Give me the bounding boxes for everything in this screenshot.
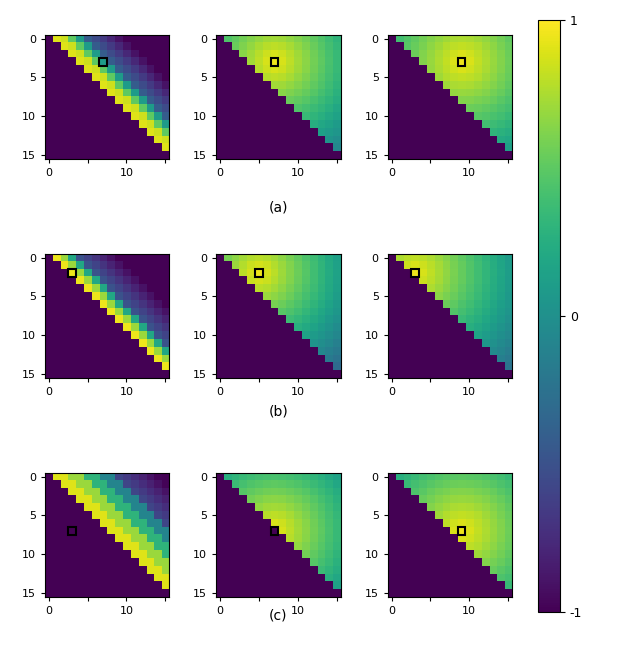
Bar [68, 269, 76, 277]
Bar [99, 58, 107, 66]
Bar [458, 58, 465, 66]
Text: (b): (b) [269, 405, 288, 418]
Bar [271, 58, 278, 66]
Bar [411, 269, 419, 277]
Bar [271, 527, 278, 535]
Bar [458, 527, 465, 535]
Text: (c): (c) [269, 609, 287, 622]
Bar [68, 527, 76, 535]
Text: (a): (a) [269, 201, 288, 215]
Bar [255, 269, 263, 277]
